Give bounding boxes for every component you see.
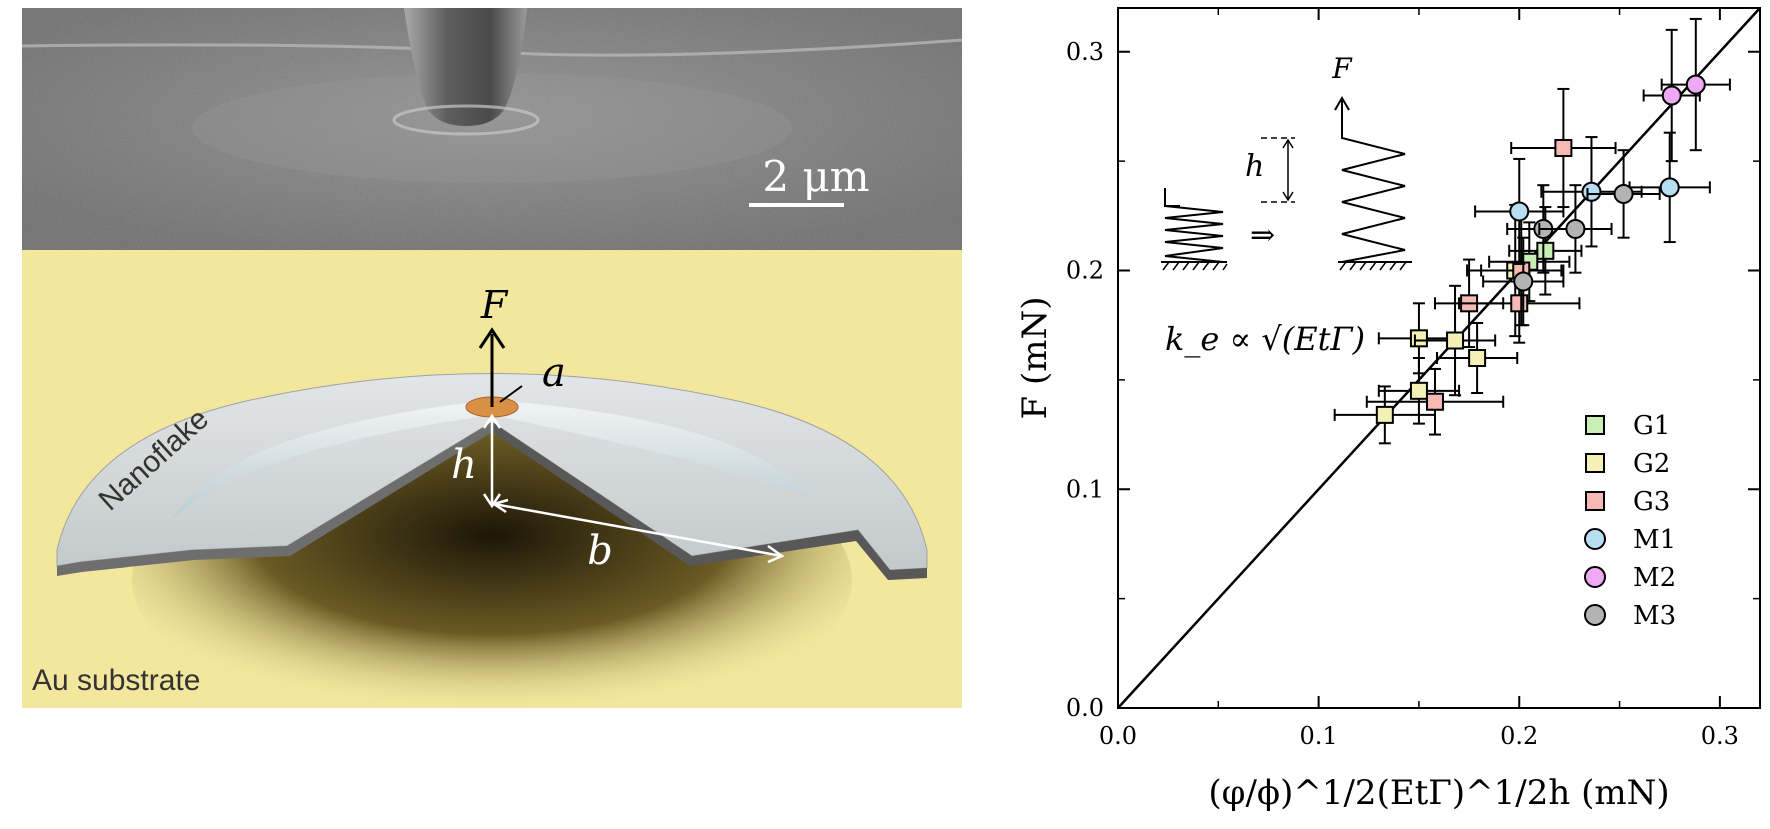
span-label: b (587, 528, 613, 574)
scale-bar (749, 203, 844, 207)
data-point-G3 (1554, 139, 1573, 157)
data-point-M2 (1661, 85, 1682, 106)
span-arrow-heads (491, 498, 785, 564)
y-tick-label: 0.2 (1066, 257, 1104, 285)
radius-label: a (542, 350, 566, 396)
series-M2 (1642, 17, 1731, 163)
inset-compressed-spring (1164, 205, 1224, 263)
legend-marker-M1 (1584, 528, 1606, 550)
inset-arrow: ⇒ (1250, 218, 1275, 253)
data-point-M3 (1513, 271, 1534, 292)
legend: G1 G2 G3 M1 M2 M3 (1584, 411, 1676, 631)
sem-tip (404, 8, 527, 126)
radius-pointer (499, 385, 523, 403)
x-axis-label: (φ/ϕ)^1/2(EtΓ)^1/2h (mN) (1208, 773, 1669, 813)
data-point-G2 (1468, 349, 1487, 367)
x-tick-label: 0.0 (1099, 722, 1137, 750)
span-arrow (493, 502, 783, 558)
data-point-M1 (1509, 201, 1530, 222)
inset-hatch-left (1162, 261, 1228, 271)
inset-force-label: F (1331, 52, 1353, 85)
legend-label-M1: M1 (1633, 525, 1676, 555)
data-layer (1333, 17, 1731, 445)
scatter-plot: ⇒ h F k_e ∝ √(EtΓ) 0.0 0.1 0.2 0.3 0.0 0.1 0.2… (1005, 0, 1770, 824)
y-tick-label: 0.0 (1066, 694, 1104, 722)
inset-h-arrow-heads (1282, 138, 1294, 202)
inset-extended-spring (1341, 136, 1406, 263)
inset-force-head (1334, 96, 1350, 111)
data-point-G2 (1409, 381, 1428, 400)
scatter-plot-svg: ⇒ h F k_e ∝ √(EtΓ) 0.0 0.1 0.2 0.3 0.0 0.1 0.2… (1015, 7, 1761, 813)
series-M3 (1482, 149, 1661, 327)
legend-marker-G1 (1585, 415, 1605, 435)
blister-inner-highlight (172, 400, 812, 520)
inset-h-label: h (1245, 149, 1264, 184)
legend-label-G1: G1 (1633, 411, 1670, 441)
axes-layer: 0.0 0.1 0.2 0.3 0.0 0.1 0.2 0.3 (φ/ϕ)^1/2(EtΓ)^1… (1015, 7, 1761, 813)
y-axis-label: F (mN) (1015, 297, 1055, 420)
x-tick-label: 0.1 (1300, 722, 1338, 750)
data-point-M1 (1581, 181, 1602, 202)
height-label: h (451, 442, 477, 488)
legend-marker-M2 (1584, 566, 1606, 588)
force-label: F (480, 283, 509, 327)
sem-contact-ring (392, 104, 540, 136)
legend-marker-G3 (1585, 491, 1605, 511)
inset-hatch-right (1339, 261, 1407, 271)
legend-label-M2: M2 (1633, 563, 1676, 593)
sem-micrograph-svg: 2 μm (22, 8, 962, 250)
nanoflake-right-edge (492, 422, 927, 580)
blister-schematic: F a h b Nanoflake Au substrate (22, 250, 962, 708)
data-point-G3 (1425, 392, 1444, 411)
nanoflake-surface (56, 373, 928, 571)
spring-inset: ⇒ h F k_e ∝ √(EtΓ) (1161, 52, 1412, 358)
scale-bar-label: 2 μm (762, 152, 869, 201)
legend-marker-M3 (1584, 604, 1606, 626)
y-tick-label: 0.3 (1066, 38, 1104, 66)
x-tick-label: 0.2 (1500, 722, 1538, 750)
nanoflake-left-edge (57, 422, 492, 576)
legend-label-G2: G2 (1633, 449, 1670, 479)
sem-bulge (192, 73, 792, 183)
plot-frame (1117, 7, 1761, 709)
data-point-M2 (1685, 74, 1706, 95)
inset-equation: k_e ∝ √(EtΓ) (1165, 320, 1365, 358)
height-arrow-heads (482, 413, 502, 509)
y-tick-label: 0.1 (1066, 475, 1104, 503)
data-point-G2 (1375, 405, 1394, 424)
data-point-M3 (1613, 183, 1634, 204)
left-panel: 2 μm (22, 8, 962, 708)
blister-schematic-svg: F a h b Nanoflake Au substrate (32, 283, 928, 708)
series-M1 (1474, 131, 1711, 265)
sem-micrograph: 2 μm (22, 8, 962, 250)
force-arrow-head (478, 327, 506, 349)
legend-label-M3: M3 (1633, 601, 1676, 631)
x-tick-label: 0.3 (1701, 722, 1739, 750)
substrate-label: Au substrate (32, 664, 200, 697)
legend-marker-G2 (1585, 453, 1605, 473)
data-point-G3 (1510, 294, 1529, 313)
inset-compressed-top (1164, 188, 1180, 207)
legend-label-G3: G3 (1633, 487, 1670, 517)
data-point-G2 (1446, 331, 1465, 350)
data-point-M1 (1659, 177, 1680, 198)
data-point-G2 (1409, 329, 1428, 348)
data-point-M3 (1565, 218, 1586, 239)
data-point-G1 (1536, 241, 1555, 260)
